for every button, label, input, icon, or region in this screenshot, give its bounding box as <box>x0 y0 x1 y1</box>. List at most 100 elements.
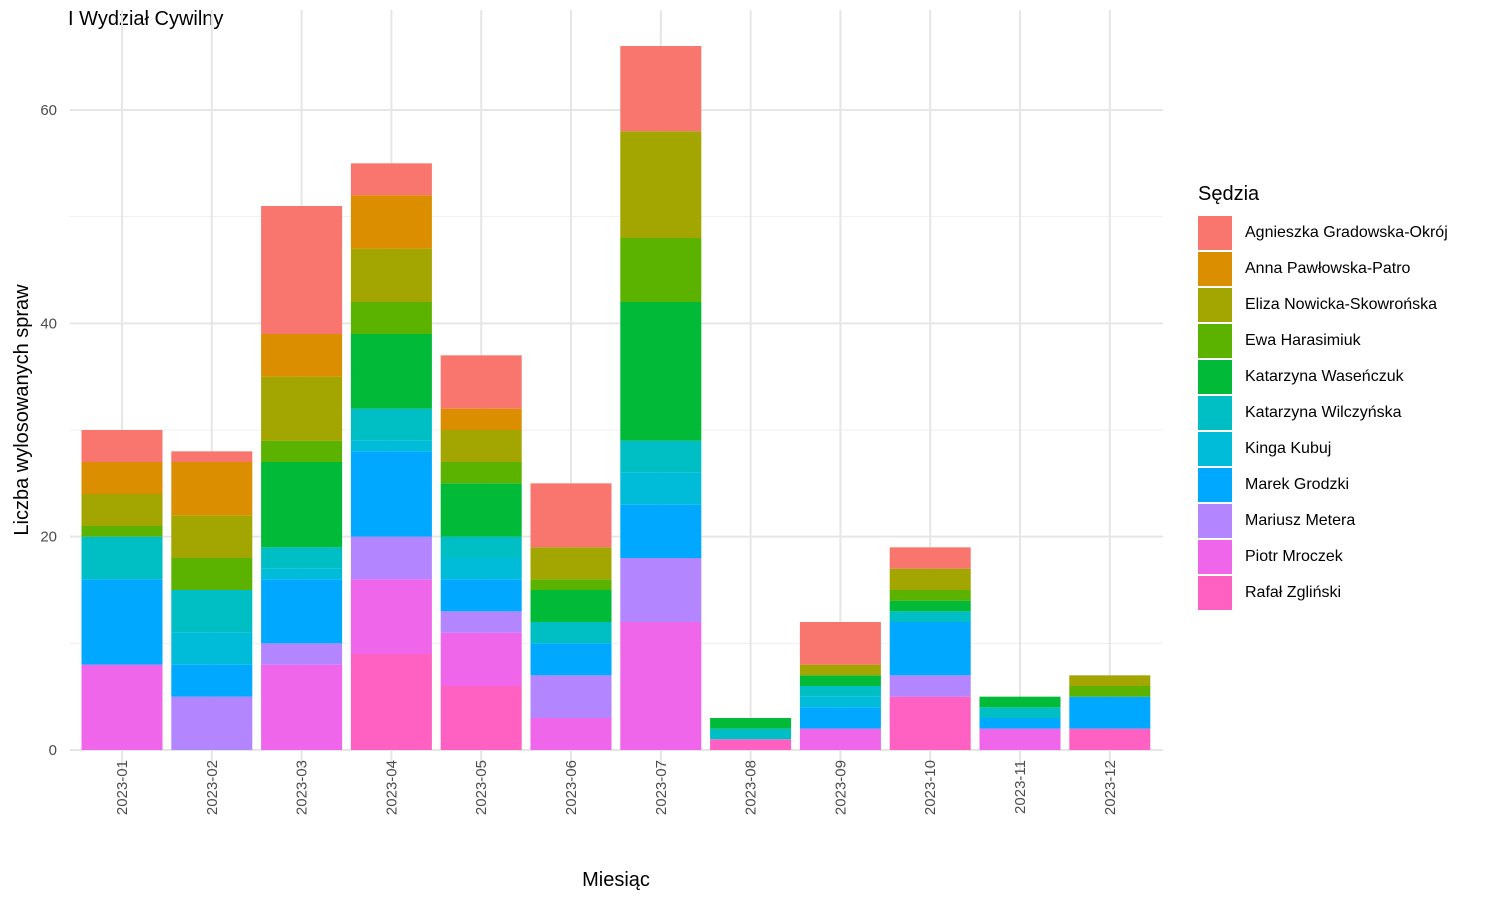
bar-segment <box>261 462 343 548</box>
legend-swatch <box>1198 252 1232 286</box>
bar-segment <box>530 579 612 590</box>
legend-label: Katarzyna Wilczyńska <box>1245 404 1402 421</box>
legend-item: Rafał Zgliński <box>1198 575 1448 611</box>
x-tick-label: 2023-05 <box>473 760 490 815</box>
bar-segment <box>171 632 253 665</box>
x-tick-label: 2023-03 <box>294 760 311 815</box>
bar-segment <box>530 483 612 548</box>
legend-item: Ewa Harasimiuk <box>1198 323 1448 359</box>
bar-segment <box>620 440 702 473</box>
bar-segment <box>889 696 971 750</box>
bar-segment <box>440 579 522 612</box>
legend-label: Mariusz Metera <box>1245 512 1356 529</box>
bar-segment <box>261 334 343 377</box>
bar-segment <box>261 440 343 462</box>
x-tick-label: 2023-11 <box>1012 760 1029 814</box>
legend-label: Rafał Zgliński <box>1245 584 1342 601</box>
bar-segment <box>799 696 881 708</box>
bar-segment <box>171 515 253 558</box>
bar-segment <box>350 408 432 441</box>
bar-segment <box>1069 728 1151 750</box>
bar-segment <box>620 622 702 750</box>
bar-segment <box>81 462 163 494</box>
legend-label: Piotr Mroczek <box>1245 548 1343 565</box>
bar-segment <box>799 707 881 729</box>
bar-segment <box>440 536 522 558</box>
bar-segment <box>1069 686 1151 697</box>
bar-segment <box>799 675 881 686</box>
bar-segment <box>171 451 253 462</box>
bar-segment <box>889 611 971 622</box>
bar-segment <box>81 494 163 526</box>
bar-segment <box>620 131 702 238</box>
bar-segment <box>1069 696 1151 729</box>
bar-segment <box>171 590 253 633</box>
legend-item: Katarzyna Wilczyńska <box>1198 395 1448 431</box>
bar-segment <box>799 728 881 750</box>
legend-swatch <box>1198 576 1232 610</box>
bar-segment <box>799 664 881 676</box>
x-axis-ticks: 2023-01 2023-02 2023-03 2023-04 2023-05 2023-… <box>114 760 1119 815</box>
y-axis-ticks: 0 20 40 60 <box>40 102 57 759</box>
legend-item: Katarzyna Waseńczuk <box>1198 359 1448 395</box>
y-tick-label: 60 <box>40 102 57 119</box>
legend-swatch <box>1198 360 1232 394</box>
y-tick-label: 40 <box>40 315 57 332</box>
bar-segment <box>979 718 1061 729</box>
chart-title: I Wydział Cywilny <box>68 8 224 30</box>
bar-segment <box>440 430 522 462</box>
x-tick-label: 2023-09 <box>832 760 849 815</box>
bar-segment <box>530 675 612 718</box>
bar-segment <box>81 579 163 665</box>
legend-swatch <box>1198 396 1232 430</box>
bar-segment <box>620 238 702 302</box>
bar-segment <box>81 526 163 537</box>
legend-label: Agnieszka Gradowska-Okrój <box>1245 224 1448 241</box>
legend-item: Piotr Mroczek <box>1198 539 1448 575</box>
bar-segment <box>350 195 432 249</box>
bar-segment <box>889 568 971 590</box>
bar-segment <box>440 462 522 484</box>
x-tick-label: 2023-07 <box>653 760 670 815</box>
bar-segment <box>171 462 253 516</box>
bar-segment <box>440 408 522 430</box>
bar-segment <box>171 664 253 697</box>
bar-segment <box>350 654 432 750</box>
bar-segment <box>710 728 792 740</box>
bars <box>81 46 1151 750</box>
bar-segment <box>710 718 792 729</box>
bar-segment <box>710 739 792 750</box>
legend-swatch <box>1198 288 1232 322</box>
x-tick-label: 2023-10 <box>922 760 939 815</box>
bar-segment <box>530 643 612 676</box>
y-axis-title: Liczba wylosowanych spraw <box>11 284 33 536</box>
bar-segment <box>620 302 702 441</box>
legend-item: Anna Pawłowska-Patro <box>1198 251 1448 287</box>
bar-segment <box>171 696 253 750</box>
bar-segment <box>889 547 971 569</box>
bar-segment <box>261 568 343 580</box>
bar-segment <box>440 686 522 750</box>
bar-segment <box>350 163 432 196</box>
bar-segment <box>261 547 343 569</box>
legend-title: Sędzia <box>1198 183 1260 205</box>
bar-segment <box>81 664 163 750</box>
bar-segment <box>261 376 343 441</box>
bar-segment <box>889 675 971 697</box>
bar-segment <box>530 622 612 644</box>
bar-segment <box>440 632 522 686</box>
legend-swatch <box>1198 432 1232 466</box>
bar-segment <box>440 611 522 633</box>
x-tick-label: 2023-12 <box>1102 760 1119 815</box>
legend-swatch <box>1198 324 1232 358</box>
bar-segment <box>889 622 971 676</box>
bar-segment <box>799 622 881 665</box>
bar-segment <box>81 430 163 462</box>
x-tick-label: 2023-04 <box>383 760 400 815</box>
legend-item: Marek Grodzki <box>1198 467 1448 503</box>
x-tick-label: 2023-01 <box>114 760 131 815</box>
bar-segment <box>1069 675 1151 686</box>
bar-segment <box>171 558 253 590</box>
bar-segment <box>350 302 432 334</box>
